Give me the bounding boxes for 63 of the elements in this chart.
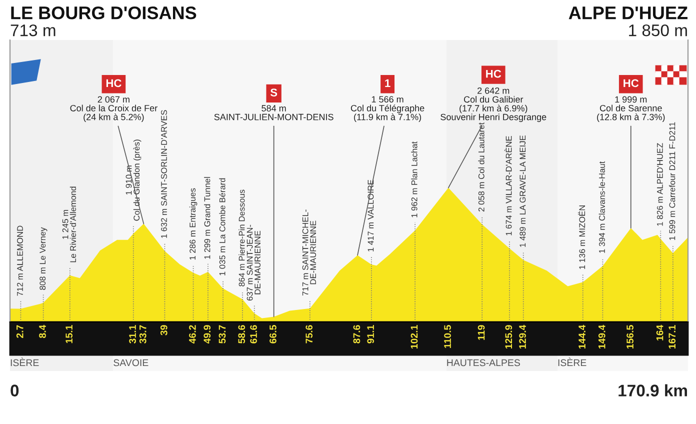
data-label: 1 035 m La Combe Bérard	[219, 178, 226, 276]
band-label: ISÈRE	[558, 358, 586, 366]
x-tick-label: 125.9	[505, 325, 512, 348]
x-tick-label: 164	[656, 324, 664, 340]
data-label: 1 417 m VALLOIRE	[368, 180, 374, 252]
x-tick-label: 33.7	[139, 325, 146, 344]
data-label: 1 674 m VILLAR-D'ARÈNE	[504, 136, 512, 236]
data-label: 1 286 m Entraigues	[189, 188, 198, 260]
x-tick-label: 149.4	[598, 324, 606, 348]
data-label: 637 m SAINT-JEAN- DE-MAURIENNE	[246, 224, 261, 300]
text: ALPE D'HUEZ 1 850 m	[568, 6, 688, 36]
annotation: HC	[486, 70, 502, 78]
x-tick-label: 144.4	[578, 324, 586, 348]
x-tick-label: 167.1	[668, 325, 676, 348]
data-label: 1 599 m Carrefour D211 F-D211	[669, 122, 676, 240]
annotation: 1 999 m Col de Sarenne (12.8 km à 7.3%)	[597, 96, 665, 122]
x-tick-label: 66.5	[270, 325, 276, 344]
chart-subtitle: 713 m	[10, 24, 56, 36]
band-label: HAUTES-ALPES	[447, 359, 520, 366]
x-tick-label: 102.1	[410, 325, 418, 348]
data-label: 1 962 m Plan Lachat	[411, 142, 418, 218]
data-label: 1 826 m ALPED'HUEZ	[656, 143, 663, 226]
x-tick-label: 53.7	[218, 325, 226, 344]
annotation: 584 m SAINT-JULIEN-MONT-DENIS	[214, 105, 334, 120]
x-tick-label: 119	[478, 325, 485, 340]
data-label: 808 m Le Verney	[40, 227, 48, 290]
annotation: S	[270, 88, 278, 96]
data-label: 1 394 m Clavans-le-Haut	[598, 161, 605, 253]
data-label: 1 136 m MIZOËN	[578, 205, 586, 270]
x-tick-label: 31.1	[129, 325, 136, 344]
x-tick-label: 15.1	[66, 325, 73, 344]
x-tick-label: 58.6	[238, 325, 246, 344]
x-tick-label: 87.6	[353, 325, 360, 344]
chart-title: LE BOURG D'OISANS	[11, 6, 196, 20]
annotation: HC	[106, 79, 122, 88]
text: 170.9 km	[618, 384, 687, 396]
x-tick-label: 75.6	[306, 325, 313, 344]
x-tick-label: 91.1	[367, 325, 374, 344]
annotation: HC	[624, 79, 639, 88]
x-tick-label: 156.5	[626, 325, 634, 348]
band-label: SAVOIE	[114, 359, 148, 366]
annotation: 1	[385, 79, 390, 87]
x-tick-label: 61.6	[250, 325, 257, 344]
x-tick-label: 2.7	[16, 325, 24, 338]
x-tick-label: 110.5	[444, 325, 451, 348]
x-tick-label: 49.9	[204, 325, 211, 344]
x-tick-label: 39	[160, 325, 168, 336]
annotation: 2 642 m Col du Galibier (17.7 km à 6.9%) Souvenir Henri Desgrange	[440, 87, 546, 122]
data-label: 717 m SAINT-MICHEL- DE-MAURIENNE	[302, 210, 316, 296]
data-label: 1 489 m LA GRAVE-LA MEIJE	[520, 135, 526, 247]
x-tick-label: 46.2	[189, 325, 196, 344]
data-label: 1 245 m Le Rivier-d'Allemond	[62, 186, 76, 262]
band-label: ISÈRE	[10, 358, 39, 366]
data-label: 1 299 m Grand Tunnel	[204, 177, 210, 259]
annotation: 2 067 m Col de la Croix de Fer (24 km à 5.2%)	[70, 96, 158, 122]
annotation: 1 566 m Col du Télégraphe (11.9 km à 7.1%)	[350, 96, 424, 122]
data-label: 2 058 m Col du Lautaret	[478, 122, 484, 212]
text: 0	[10, 384, 19, 396]
data-label: 712 m ALLEMOND	[17, 226, 23, 296]
x-tick-label: 8.4	[39, 324, 46, 338]
data-label: 1 632 m SAINT-SORLIN-D'ARVES	[161, 110, 167, 238]
x-tick-label: 129.4	[519, 324, 526, 348]
data-label: 864 m Pierre-Pin Dessous	[238, 190, 245, 286]
